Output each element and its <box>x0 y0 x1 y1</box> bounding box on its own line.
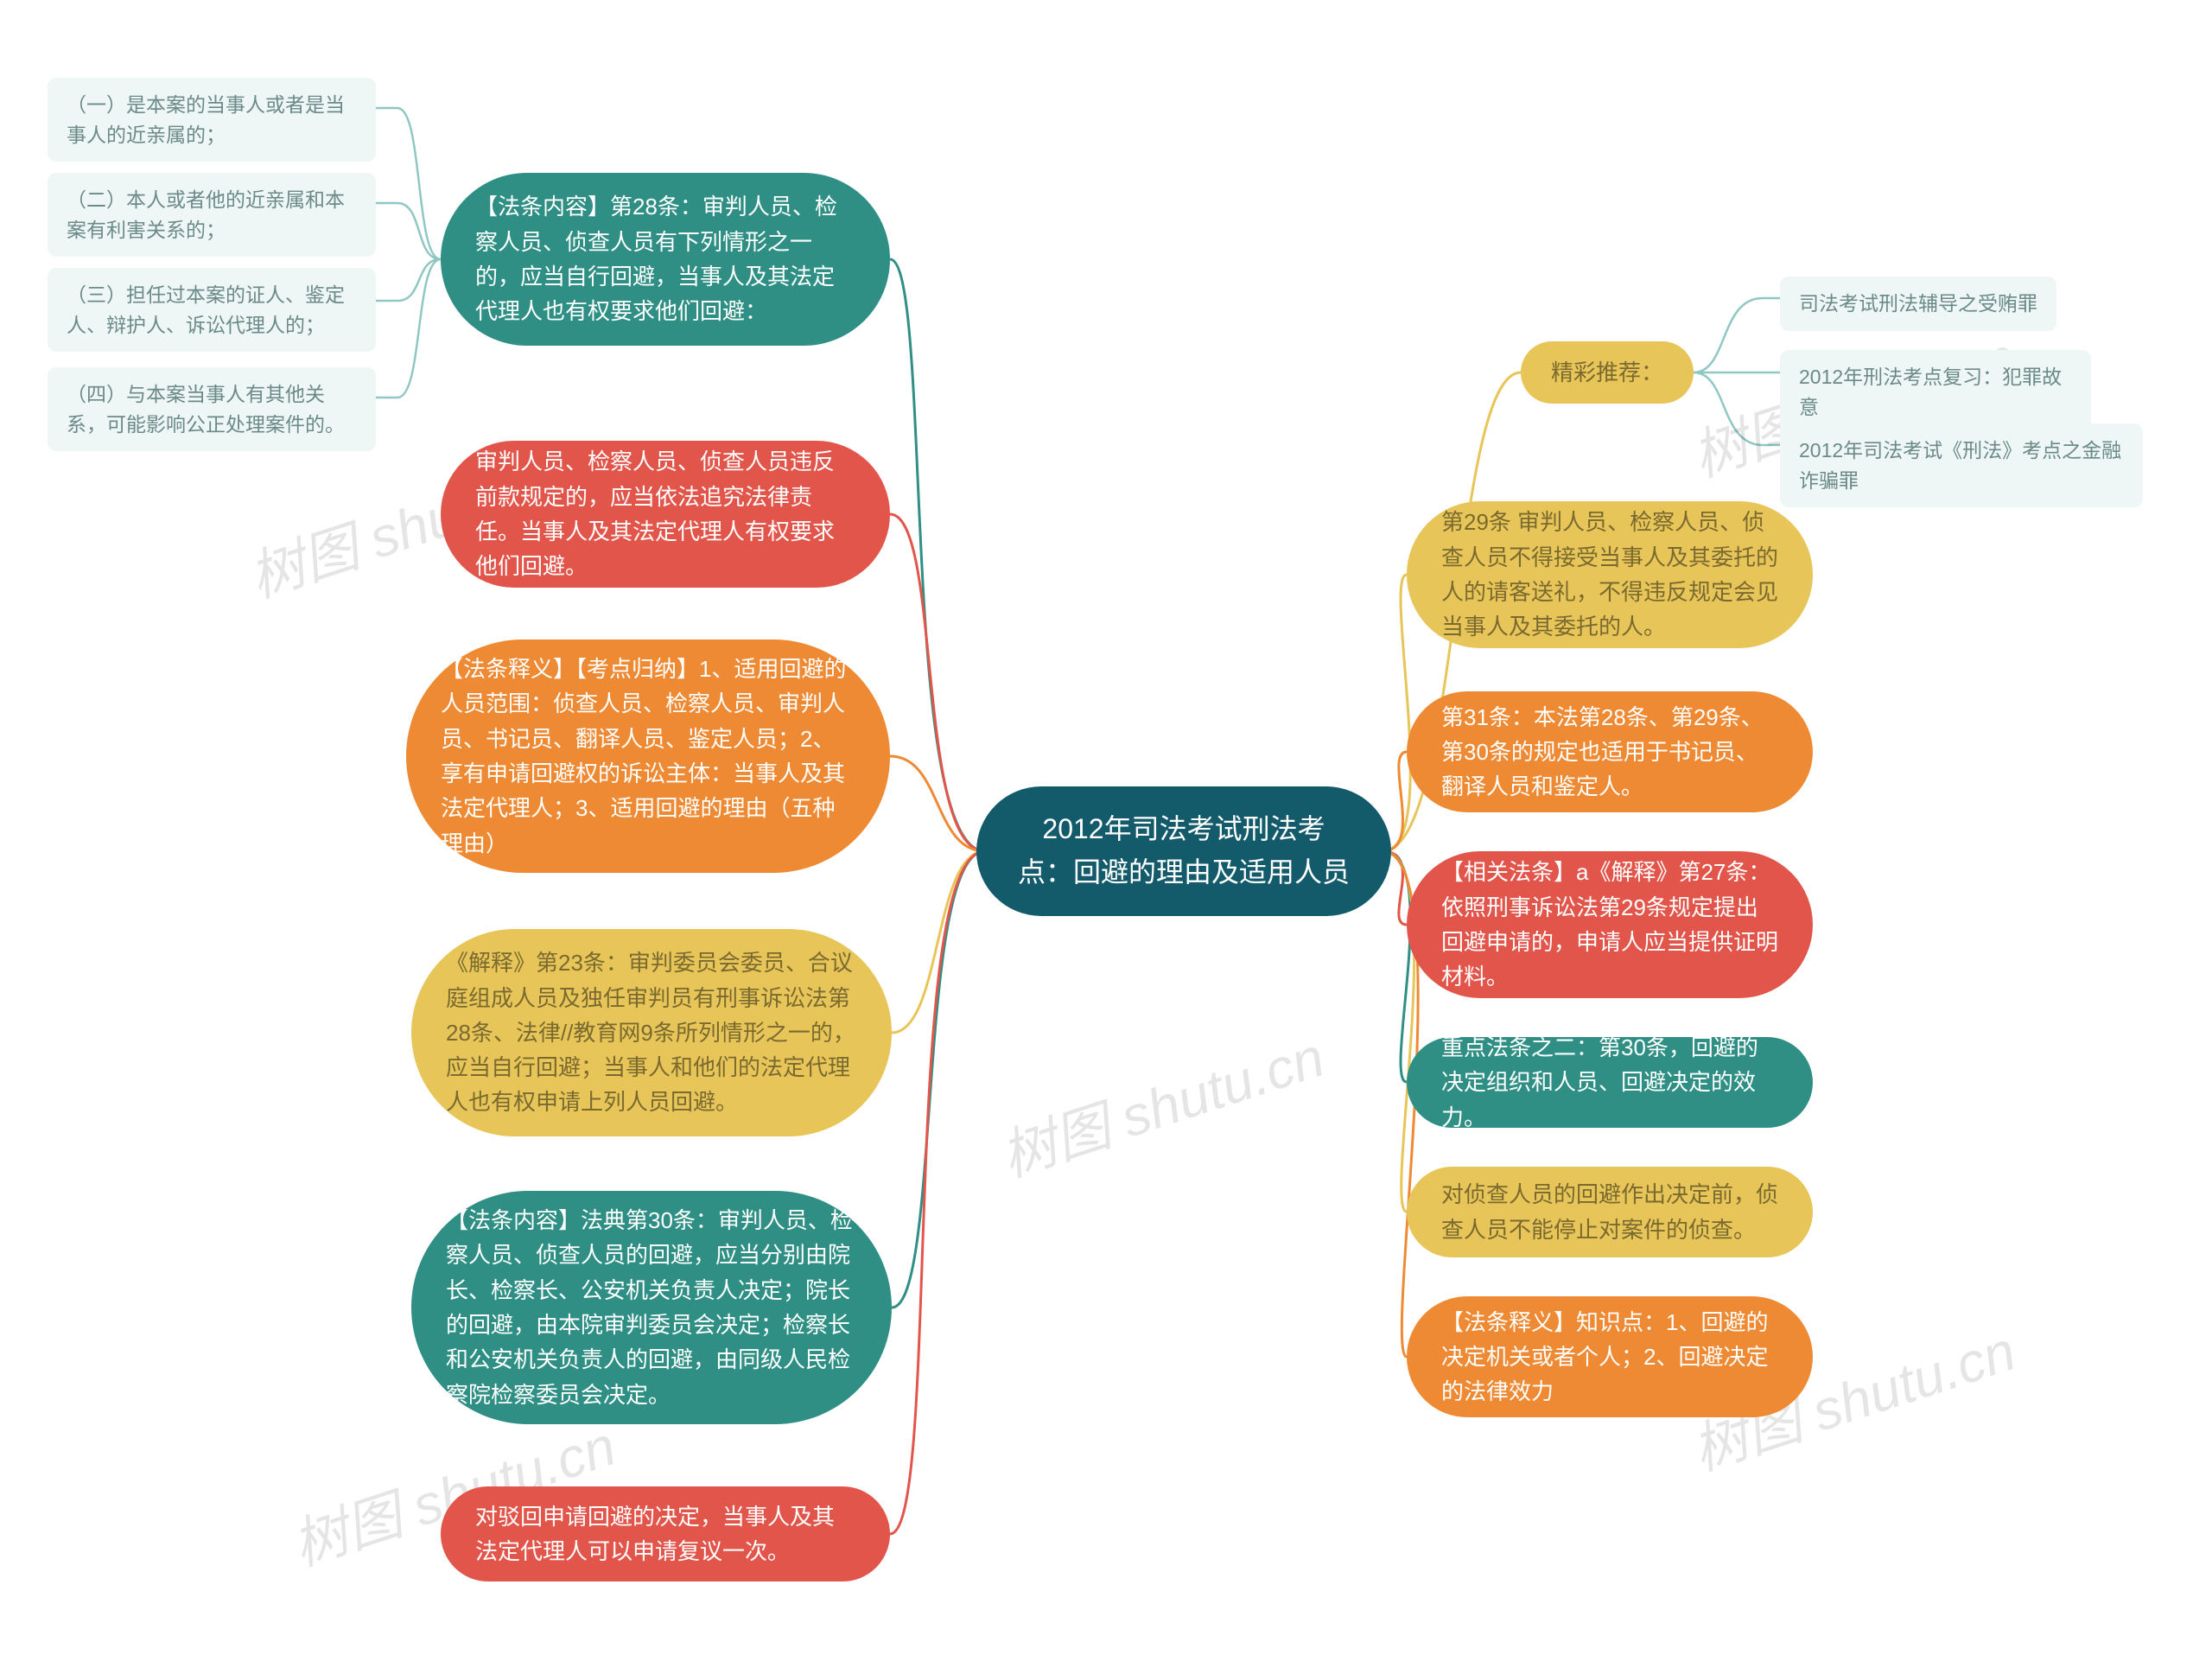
node-label: 第29条 审判人员、检察人员、侦查人员不得接受当事人及其委托的人的请客送礼，不得… <box>1441 505 1778 644</box>
center-node-label: 2012年司法考试刑法考点：回避的理由及适用人员 <box>1016 808 1351 894</box>
subnode-label: 2012年司法考试《刑法》考点之金融诈骗罪 <box>1799 439 2121 492</box>
subnode-label: 司法考试刑法辅导之受贿罪 <box>1799 292 2037 315</box>
left-node-2[interactable]: 审判人员、检察人员、侦查人员违反前款规定的，应当依法追究法律责任。当事人及其法定… <box>441 441 890 588</box>
right-node-5[interactable]: 重点法条之二：第30条，回避的决定组织和人员、回避决定的效力。 <box>1407 1037 1813 1128</box>
node-label: 审判人员、检察人员、侦查人员违反前款规定的，应当依法追究法律责任。当事人及其法定… <box>475 444 855 583</box>
right-node-1[interactable]: 精彩推荐： <box>1521 341 1694 404</box>
subnode-label: （一）是本案的当事人或者是当事人的近亲属的； <box>67 93 345 146</box>
node-label: 【法条内容】第28条：审判人员、检察人员、侦查人员有下列情形之一的，应当自行回避… <box>475 189 855 328</box>
sub-left-2[interactable]: （二）本人或者他的近亲属和本案有利害关系的； <box>48 173 376 257</box>
mindmap-canvas: 树图 shutu.cn 树图 shutu.cn 树图 shutu.cn 树图 s… <box>0 0 2212 1661</box>
right-node-4[interactable]: 【相关法条】a《解释》第27条：依照刑事诉讼法第29条规定提出回避申请的，申请人… <box>1407 851 1813 998</box>
subnode-label: （三）担任过本案的证人、鉴定人、辩护人、诉讼代理人的； <box>67 283 345 336</box>
right-node-7[interactable]: 【法条释义】知识点：1、回避的决定机关或者个人；2、回避决定的法律效力 <box>1407 1296 1813 1417</box>
sub-right-2[interactable]: 2012年刑法考点复习：犯罪故意 <box>1780 350 2091 434</box>
left-node-3[interactable]: 【法条释义】【考点归纳】1、适用回避的人员范围：侦查人员、检察人员、审判人员、书… <box>406 640 890 873</box>
subnode-label: （二）本人或者他的近亲属和本案有利害关系的； <box>67 188 345 241</box>
sub-right-3[interactable]: 2012年司法考试《刑法》考点之金融诈骗罪 <box>1780 423 2143 507</box>
left-node-1[interactable]: 【法条内容】第28条：审判人员、检察人员、侦查人员有下列情形之一的，应当自行回避… <box>441 173 890 346</box>
center-node[interactable]: 2012年司法考试刑法考点：回避的理由及适用人员 <box>976 786 1391 916</box>
left-node-5[interactable]: 【法条内容】法典第30条：审判人员、检察人员、侦查人员的回避，应当分别由院长、检… <box>411 1191 892 1424</box>
node-label: 【法条释义】知识点：1、回避的决定机关或者个人；2、回避决定的法律效力 <box>1441 1305 1778 1410</box>
node-label: 【法条释义】【考点归纳】1、适用回避的人员范围：侦查人员、检察人员、审判人员、书… <box>441 652 855 861</box>
sub-right-1[interactable]: 司法考试刑法辅导之受贿罪 <box>1780 277 2056 331</box>
left-node-6[interactable]: 对驳回申请回避的决定，当事人及其法定代理人可以申请复议一次。 <box>441 1486 890 1581</box>
right-node-6[interactable]: 对侦查人员的回避作出决定前，侦查人员不能停止对案件的侦查。 <box>1407 1167 1813 1257</box>
node-label: 重点法条之二：第30条，回避的决定组织和人员、回避决定的效力。 <box>1441 1030 1778 1135</box>
right-node-3[interactable]: 第31条：本法第28条、第29条、第30条的规定也适用于书记员、翻译人员和鉴定人… <box>1407 691 1813 812</box>
node-label: 对驳回申请回避的决定，当事人及其法定代理人可以申请复议一次。 <box>475 1499 855 1569</box>
subnode-label: （四）与本案当事人有其他关系，可能影响公正处理案件的。 <box>67 383 345 436</box>
right-node-2[interactable]: 第29条 审判人员、检察人员、侦查人员不得接受当事人及其委托的人的请客送礼，不得… <box>1407 501 1813 648</box>
node-label: 【相关法条】a《解释》第27条：依照刑事诉讼法第29条规定提出回避申请的，申请人… <box>1441 855 1778 994</box>
node-label: 精彩推荐： <box>1551 355 1663 390</box>
sub-left-3[interactable]: （三）担任过本案的证人、鉴定人、辩护人、诉讼代理人的； <box>48 268 376 352</box>
node-label: 【法条内容】法典第30条：审判人员、检察人员、侦查人员的回避，应当分别由院长、检… <box>446 1203 857 1412</box>
node-label: 对侦查人员的回避作出决定前，侦查人员不能停止对案件的侦查。 <box>1441 1177 1778 1247</box>
subnode-label: 2012年刑法考点复习：犯罪故意 <box>1799 366 2062 418</box>
left-node-4[interactable]: 《解释》第23条：审判委员会委员、合议庭组成人员及独任审判员有刑事诉讼法第28条… <box>411 929 892 1136</box>
sub-left-4[interactable]: （四）与本案当事人有其他关系，可能影响公正处理案件的。 <box>48 367 376 451</box>
node-label: 《解释》第23条：审判委员会委员、合议庭组成人员及独任审判员有刑事诉讼法第28条… <box>446 945 857 1119</box>
node-label: 第31条：本法第28条、第29条、第30条的规定也适用于书记员、翻译人员和鉴定人… <box>1441 700 1778 805</box>
watermark: 树图 shutu.cn <box>989 1013 1332 1192</box>
sub-left-1[interactable]: （一）是本案的当事人或者是当事人的近亲属的； <box>48 78 376 162</box>
